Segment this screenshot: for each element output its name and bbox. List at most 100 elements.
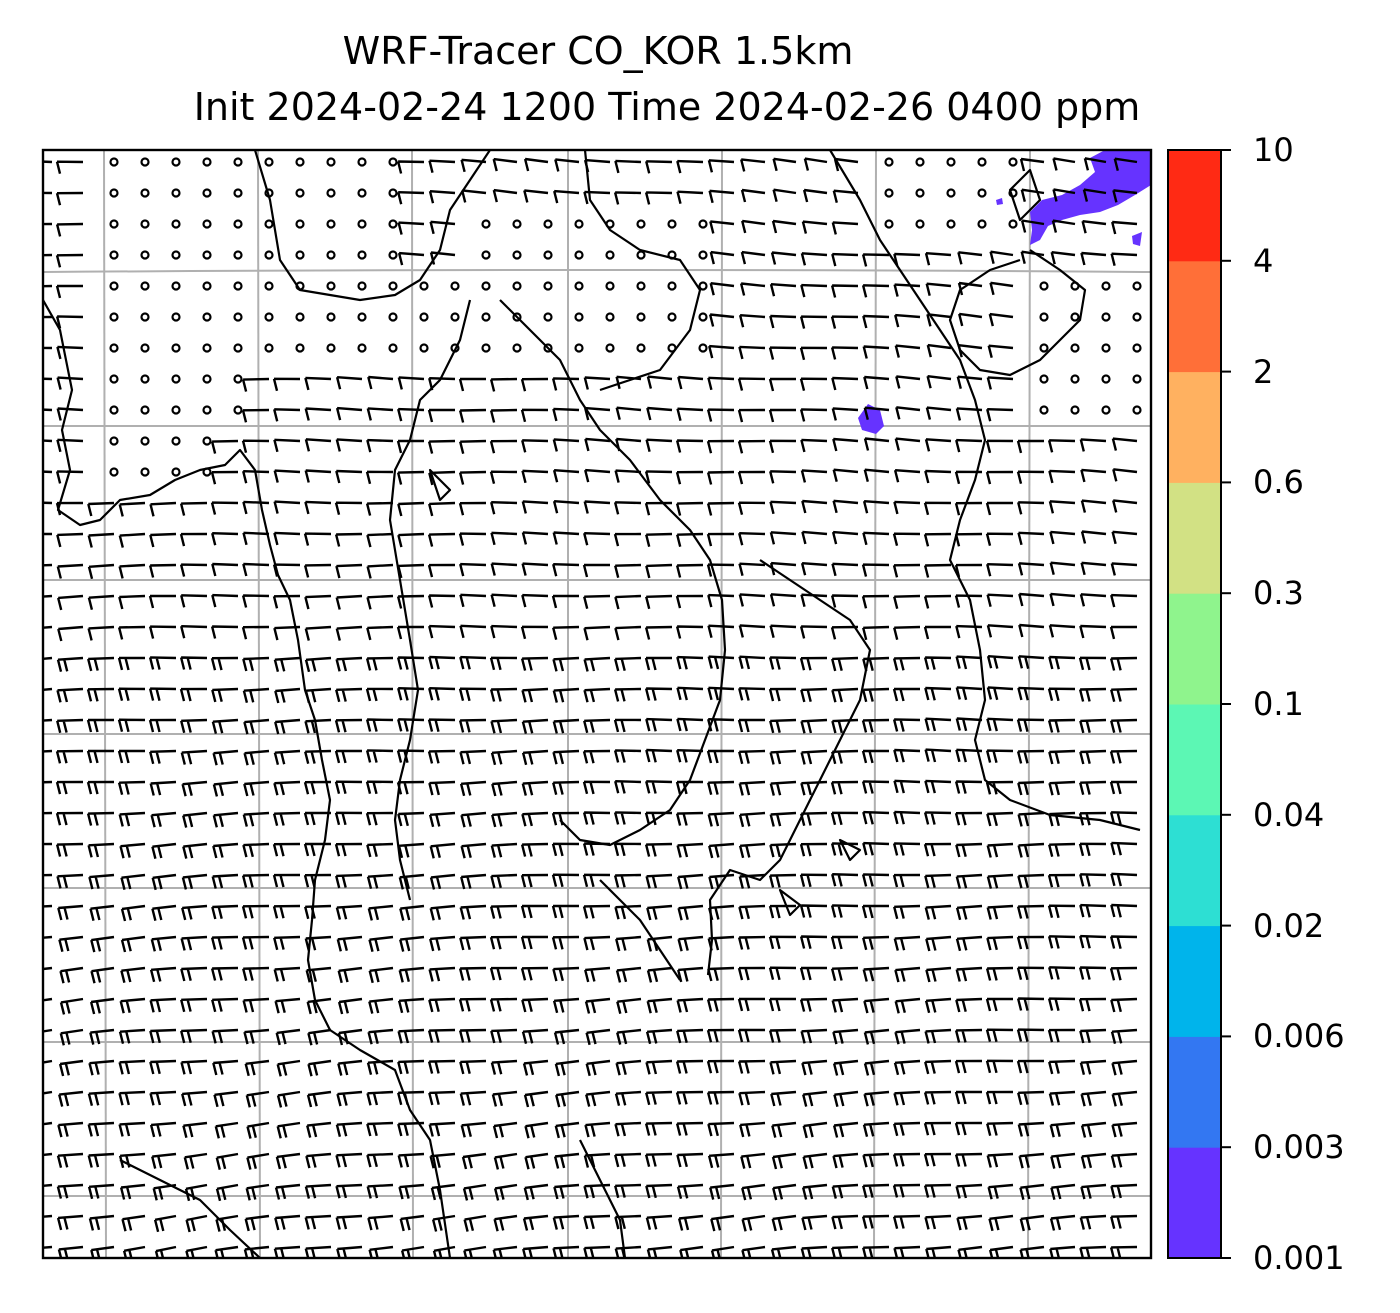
- wind-barb: [459, 439, 487, 454]
- colorbar-segment: [1168, 1147, 1221, 1259]
- wind-barb: [615, 966, 642, 983]
- wind-barb: [737, 718, 765, 733]
- wind-barb: [676, 655, 704, 670]
- wind-barb: [460, 873, 487, 890]
- wind-barb: [769, 531, 797, 545]
- wind-barb: [863, 997, 890, 1014]
- wind-barb: [182, 1121, 208, 1138]
- wind-barb: [1017, 1090, 1045, 1106]
- wind-barb: [801, 1183, 828, 1200]
- wind-barb: [583, 935, 611, 951]
- calm-wind-symbol: [357, 250, 367, 260]
- wind-barb: [521, 562, 549, 576]
- coastline-segment: [1008, 168, 1042, 222]
- wind-barb: [396, 625, 424, 640]
- wind-barb: [56, 656, 84, 672]
- calm-wind-symbol: [481, 250, 491, 260]
- wind-barb: [892, 1214, 921, 1229]
- wind-barb: [55, 470, 84, 484]
- wind-barb: [644, 687, 673, 701]
- wind-barb: [431, 1214, 456, 1232]
- wind-barb: [1047, 997, 1076, 1011]
- calm-wind-symbol: [1101, 405, 1111, 415]
- wind-barb: [830, 842, 859, 856]
- wind-barb: [183, 1152, 208, 1170]
- wind-barb: [800, 718, 828, 734]
- wind-barb: [428, 501, 456, 517]
- wind-barb: [675, 1121, 704, 1136]
- wind-barb: [87, 563, 115, 580]
- wind-barb: [461, 1152, 487, 1170]
- wind-barb: [923, 1152, 952, 1167]
- wind-barb: [769, 624, 797, 638]
- wind-barb: [492, 157, 518, 172]
- wind-barb: [335, 904, 363, 920]
- wind-barb: [148, 687, 177, 701]
- wind-barb: [768, 904, 797, 919]
- wind-barb: [644, 470, 673, 484]
- wind-barb: [862, 687, 890, 703]
- wind-barb: [830, 594, 859, 608]
- wind-barb: [214, 1245, 239, 1258]
- wind-barb: [831, 749, 859, 765]
- wind-barb: [833, 157, 859, 172]
- wind-barb: [59, 997, 84, 1015]
- wind-barb: [56, 1214, 84, 1231]
- wind-barb: [552, 469, 580, 483]
- wind-barb: [460, 158, 487, 173]
- wind-barb: [43, 563, 53, 567]
- wind-barb: [489, 439, 518, 454]
- calm-wind-symbol: [605, 219, 615, 229]
- wind-barb: [831, 997, 859, 1013]
- calm-wind-symbol: [388, 343, 398, 353]
- wind-barb: [1110, 252, 1138, 266]
- wind-barb: [923, 532, 952, 547]
- wind-barb: [892, 1183, 921, 1198]
- wind-barb: [709, 250, 735, 265]
- wind-barb: [335, 594, 363, 610]
- calm-wind-symbol: [1039, 281, 1049, 291]
- wind-barb: [273, 935, 301, 951]
- colorbar-tick-label: 0.006: [1253, 1017, 1345, 1056]
- wind-barb: [242, 531, 270, 546]
- colorbar-tick-label: 2: [1253, 352, 1274, 391]
- wind-barb: [924, 686, 952, 701]
- wind-barb: [707, 376, 735, 391]
- wind-barb: [616, 997, 642, 1014]
- calm-wind-symbol: [233, 157, 243, 167]
- calm-wind-symbol: [326, 343, 336, 353]
- wind-barb: [149, 749, 177, 765]
- wind-barb: [646, 966, 673, 983]
- wind-barb: [614, 625, 642, 641]
- wind-barb: [986, 1152, 1014, 1168]
- wind-barb: [243, 718, 270, 735]
- wind-barb: [956, 1214, 983, 1231]
- calm-wind-symbol: [1101, 312, 1111, 322]
- wind-barb: [986, 873, 1014, 889]
- wind-barb: [335, 469, 363, 484]
- wind-barb: [151, 873, 177, 891]
- wind-barb: [1109, 749, 1138, 764]
- calm-wind-symbol: [171, 157, 181, 167]
- wind-barb: [213, 1090, 239, 1108]
- wind-barb: [675, 563, 704, 578]
- calm-wind-symbol: [233, 374, 243, 384]
- wind-barb: [552, 500, 580, 514]
- wind-barb: [769, 749, 797, 765]
- wind-barb: [551, 594, 580, 609]
- wind-barb: [985, 1059, 1014, 1074]
- wind-barb: [956, 375, 983, 389]
- wind-barb: [799, 842, 828, 857]
- calm-wind-symbol: [977, 157, 987, 167]
- wind-barb: [87, 842, 115, 858]
- wind-barb: [862, 531, 890, 546]
- wind-barb: [87, 1090, 115, 1106]
- wind-barb: [148, 625, 177, 639]
- wind-barb: [675, 594, 704, 609]
- wind-barb: [458, 408, 487, 423]
- wind-barb: [1050, 1183, 1076, 1200]
- gridline-lon-2: [257, 150, 261, 1258]
- wind-barb: [272, 904, 301, 919]
- wind-barb: [493, 1152, 518, 1170]
- calm-wind-symbol: [574, 312, 584, 322]
